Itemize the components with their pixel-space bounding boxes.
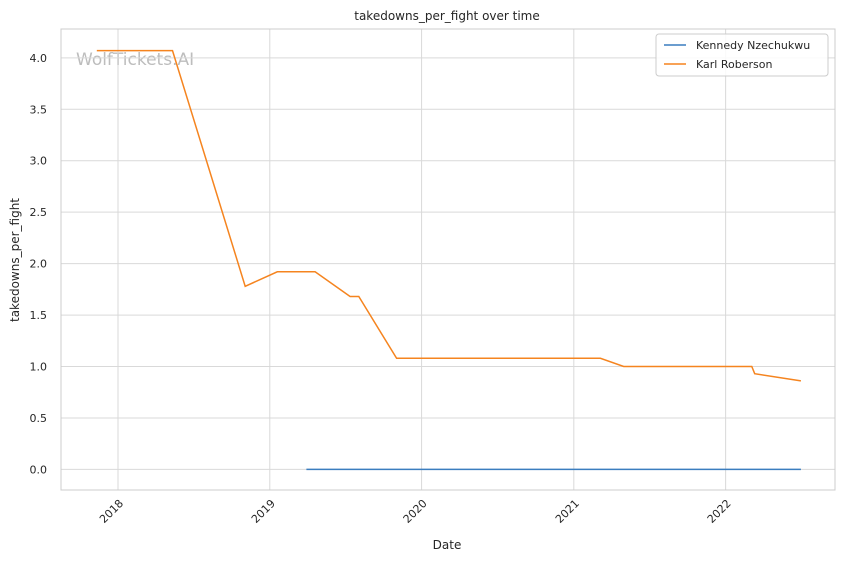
grid (61, 29, 835, 490)
y-axis-label: takedowns_per_fight (8, 198, 22, 322)
series-layer (96, 49, 802, 471)
y-tick-label: 1.0 (30, 361, 48, 374)
watermark: WolfTickets.AI (76, 50, 194, 70)
y-tick-label: 4.0 (30, 52, 48, 65)
y-tick-label: 2.0 (30, 258, 48, 271)
y-tick-label: 3.0 (30, 155, 48, 168)
legend-label: Kennedy Nzechukwu (696, 39, 810, 52)
x-tick-label: 2020 (401, 497, 430, 526)
legend-box (655, 33, 829, 77)
legend-label: Karl Roberson (696, 58, 772, 71)
x-tick-label: 2019 (249, 497, 278, 526)
y-tick-label: 2.5 (30, 206, 48, 219)
y-tick-label: 0.5 (30, 412, 48, 425)
x-axis-ticks: 2018 2019 2020 2021 2022 (97, 497, 734, 526)
y-tick-label: 1.5 (30, 309, 48, 322)
x-tick-label: 2022 (705, 497, 734, 526)
y-axis-ticks: 0.0 0.5 1.0 1.5 2.0 2.5 3.0 3.5 4.0 (30, 52, 48, 477)
x-axis-label: Date (433, 538, 462, 552)
x-tick-label: 2018 (97, 497, 126, 526)
y-tick-label: 3.5 (30, 103, 48, 116)
plot-frame (60, 28, 836, 491)
chart-title: takedowns_per_fight over time (354, 9, 540, 23)
x-tick-label: 2021 (553, 497, 582, 526)
series-line-2 (96, 49, 802, 382)
legend: Kennedy Nzechukwu Karl Roberson (655, 33, 829, 77)
y-tick-label: 0.0 (30, 463, 48, 476)
